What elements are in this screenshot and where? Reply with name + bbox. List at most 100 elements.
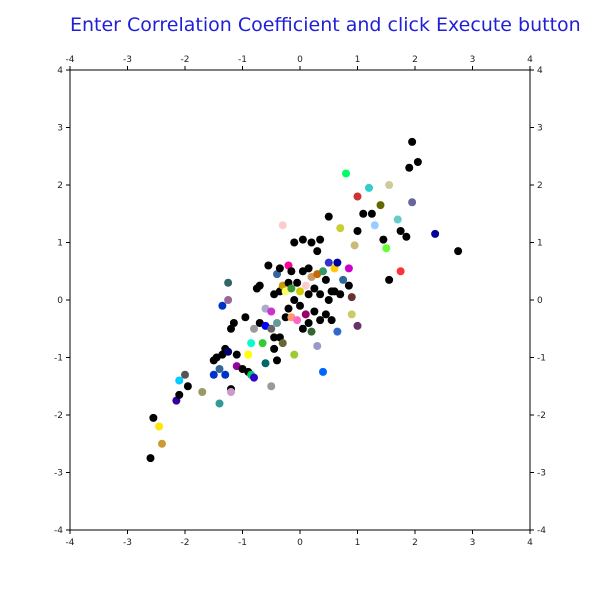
data-point xyxy=(345,282,353,290)
data-point xyxy=(216,400,224,408)
data-point xyxy=(328,316,336,324)
data-point xyxy=(408,138,416,146)
data-point xyxy=(397,227,405,235)
data-point xyxy=(221,371,229,379)
data-point xyxy=(325,259,333,267)
data-point xyxy=(305,290,313,298)
data-point xyxy=(290,239,298,247)
x-tick-label-top: 0 xyxy=(297,55,303,65)
y-tick-label-right: -1 xyxy=(537,354,546,364)
data-point xyxy=(267,308,275,316)
data-point xyxy=(325,296,333,304)
x-tick-label-bottom: 0 xyxy=(297,538,303,548)
data-point xyxy=(210,371,218,379)
data-point xyxy=(224,296,232,304)
data-point xyxy=(414,158,422,166)
data-point xyxy=(310,285,318,293)
x-tick-label-bottom: -1 xyxy=(238,538,247,548)
data-point xyxy=(379,236,387,244)
data-point xyxy=(454,247,462,255)
data-point xyxy=(233,351,241,359)
y-tick-label-right: -4 xyxy=(537,526,546,536)
data-point xyxy=(322,276,330,284)
data-point xyxy=(273,319,281,327)
data-point xyxy=(354,227,362,235)
data-point xyxy=(227,388,235,396)
data-point xyxy=(316,236,324,244)
data-point xyxy=(342,170,350,178)
data-point xyxy=(308,328,316,336)
x-tick-label-top: 3 xyxy=(470,55,476,65)
data-point xyxy=(290,351,298,359)
data-point xyxy=(348,310,356,318)
x-tick-label-top: -4 xyxy=(66,55,75,65)
y-tick-label-left: 0 xyxy=(57,296,63,306)
data-points xyxy=(147,138,463,462)
data-point xyxy=(325,213,333,221)
data-point xyxy=(319,267,327,275)
data-point xyxy=(184,382,192,390)
x-tick-label-bottom: 3 xyxy=(470,538,476,548)
data-point xyxy=(302,310,310,318)
data-point xyxy=(313,342,321,350)
data-point xyxy=(247,339,255,347)
data-point xyxy=(385,276,393,284)
y-tick-label-right: -3 xyxy=(537,469,546,479)
data-point xyxy=(198,388,206,396)
data-point xyxy=(241,313,249,321)
data-point xyxy=(313,247,321,255)
x-tick-label-bottom: -2 xyxy=(181,538,190,548)
data-point xyxy=(333,259,341,267)
data-point xyxy=(224,348,232,356)
data-point xyxy=(397,267,405,275)
data-point xyxy=(267,382,275,390)
data-point xyxy=(270,345,278,353)
data-point xyxy=(181,371,189,379)
data-point xyxy=(322,310,330,318)
data-point xyxy=(293,279,301,287)
data-point xyxy=(351,241,359,249)
data-point xyxy=(296,287,304,295)
y-tick-label-left: 2 xyxy=(57,181,63,191)
data-point xyxy=(371,221,379,229)
data-point xyxy=(262,359,270,367)
y-tick-label-left: -2 xyxy=(54,411,63,421)
data-point xyxy=(305,264,313,272)
data-point xyxy=(316,316,324,324)
data-point xyxy=(336,290,344,298)
y-tick-label-left: 3 xyxy=(57,124,63,134)
x-tick-label-bottom: -3 xyxy=(123,538,132,548)
data-point xyxy=(267,325,275,333)
data-point xyxy=(149,414,157,422)
data-point xyxy=(308,239,316,247)
data-point xyxy=(259,339,267,347)
data-point xyxy=(402,233,410,241)
data-point xyxy=(250,374,258,382)
data-point xyxy=(408,198,416,206)
x-tick-label-top: 1 xyxy=(355,55,361,65)
plot-frame xyxy=(70,70,530,530)
data-point xyxy=(256,282,264,290)
data-point xyxy=(264,262,272,270)
data-point xyxy=(365,184,373,192)
y-tick-label-right: 2 xyxy=(537,181,543,191)
data-point xyxy=(310,308,318,316)
data-point xyxy=(299,325,307,333)
data-point xyxy=(279,221,287,229)
data-point xyxy=(319,368,327,376)
data-point xyxy=(287,267,295,275)
data-point xyxy=(290,296,298,304)
data-point xyxy=(333,328,341,336)
data-point xyxy=(377,201,385,209)
data-point xyxy=(385,181,393,189)
y-tick-label-left: -3 xyxy=(54,469,63,479)
data-point xyxy=(336,224,344,232)
data-point xyxy=(296,302,304,310)
x-tick-label-top: 4 xyxy=(527,55,533,65)
x-tick-label-top: -3 xyxy=(123,55,132,65)
data-point xyxy=(158,440,166,448)
data-point xyxy=(382,244,390,252)
x-tick-label-bottom: 4 xyxy=(527,538,533,548)
y-tick-label-right: 4 xyxy=(537,66,543,76)
